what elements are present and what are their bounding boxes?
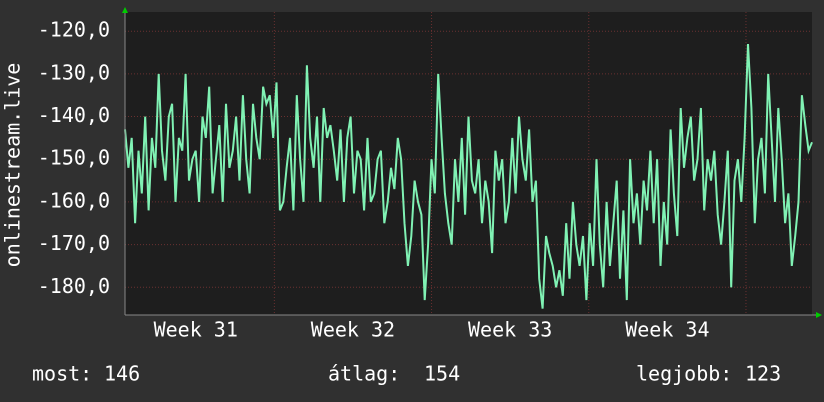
stat-label: átlag: [328, 362, 400, 386]
marks [124, 43, 813, 309]
stat-label: most: [32, 362, 92, 386]
stat-value: 154 [424, 362, 460, 386]
y-axis-label: onlinestream.live [1, 63, 25, 268]
data-line [124, 43, 813, 309]
stat-value: 123 [745, 362, 781, 386]
y-tick-label: -140,0 [38, 103, 110, 127]
y-arrow [122, 7, 128, 13]
stat-label: legjobb: [636, 362, 732, 386]
x-tick-label: Week 33 [468, 318, 552, 342]
y-tick-label: -120,0 [38, 18, 110, 42]
x-tick-label: Week 32 [311, 318, 395, 342]
y-tick-label: -180,0 [38, 274, 110, 298]
y-tick-label: -160,0 [38, 188, 110, 212]
x-tick-label: Week 34 [625, 318, 709, 342]
y-tick-label: -170,0 [38, 231, 110, 255]
x-arrow [816, 312, 822, 318]
y-tick-label: -130,0 [38, 60, 110, 84]
y-tick-label: -150,0 [38, 146, 110, 170]
x-tick-label: Week 31 [154, 318, 238, 342]
stat-value: 146 [104, 362, 140, 386]
